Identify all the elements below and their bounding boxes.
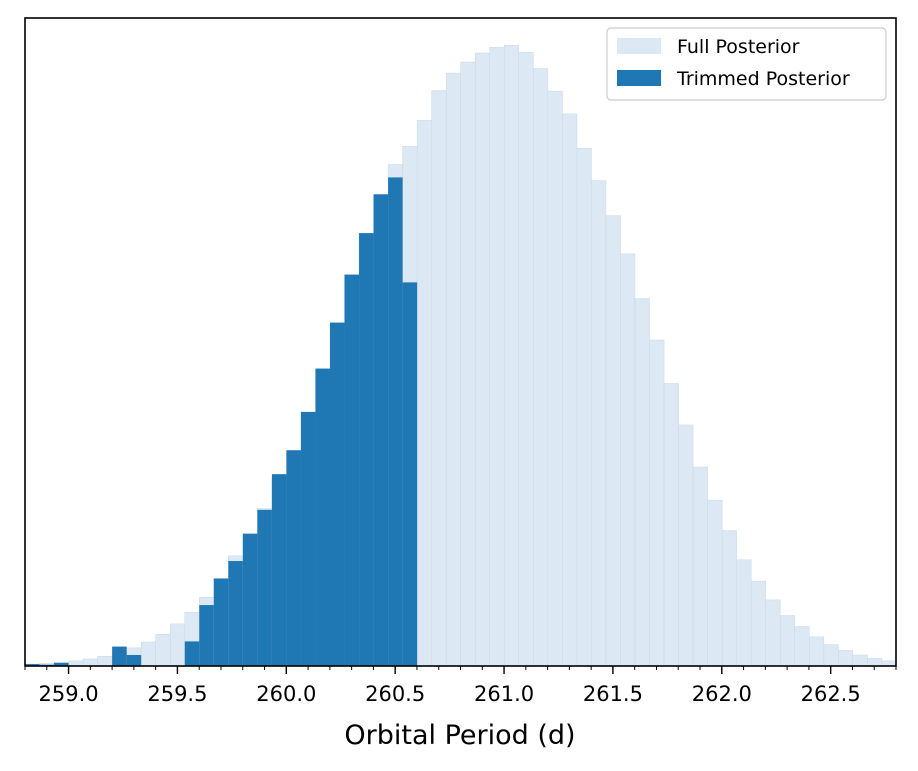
trimmed-posterior-bar <box>54 662 69 666</box>
legend-swatch-trimmed <box>617 70 661 86</box>
full-posterior-bar <box>721 530 737 667</box>
full-posterior-bar <box>663 383 679 667</box>
trimmed-posterior-bar <box>228 561 243 666</box>
trimmed-posterior-bar <box>373 194 389 666</box>
full-posterior-bar <box>605 215 621 667</box>
full-posterior-bar <box>169 623 186 667</box>
full-posterior-bar <box>445 72 461 667</box>
full-posterior-bar <box>634 298 650 667</box>
full-posterior-bar <box>794 626 810 667</box>
full-posterior-bar <box>620 253 636 667</box>
trimmed-posterior-bar <box>315 368 330 666</box>
x-tick-label: 259.0 <box>38 682 98 706</box>
trimmed-posterior-bar <box>112 646 127 666</box>
full-posterior-bar <box>736 559 752 667</box>
x-tick-label: 262.0 <box>692 682 752 706</box>
x-axis-label: Orbital Period (d) <box>344 720 575 751</box>
full-posterior-bar <box>707 499 723 667</box>
full-posterior-bar <box>678 424 694 667</box>
trimmed-posterior-bar <box>388 177 403 666</box>
full-posterior-bar <box>504 44 520 667</box>
trimmed-posterior-bar <box>257 509 272 666</box>
trimmed-posterior-bar <box>242 533 258 666</box>
x-tick-label: 259.5 <box>147 682 207 706</box>
legend-box <box>606 27 887 101</box>
full-posterior-bar <box>489 46 505 667</box>
full-posterior-bar <box>649 339 665 667</box>
trimmed-posterior-bar <box>359 233 374 666</box>
trimmed-posterior-bar <box>286 450 301 666</box>
legend: Full Posterior Trimmed Posterior <box>606 27 887 101</box>
full-posterior-bar <box>750 580 766 667</box>
trimmed-posterior-bar <box>213 578 229 666</box>
full-posterior-bar <box>852 654 868 667</box>
full-posterior-bar <box>809 636 825 667</box>
trimmed-posterior-bar <box>344 274 360 666</box>
full-posterior-bar <box>140 641 156 667</box>
trimmed-posterior-bar <box>330 322 345 666</box>
legend-swatch-full <box>617 38 661 54</box>
full-posterior-bar <box>591 180 607 667</box>
x-tick-label: 261.0 <box>474 682 534 706</box>
legend-label-trimmed: Trimmed Posterior <box>676 68 850 90</box>
full-posterior-bar <box>416 120 432 667</box>
full-posterior-bar <box>692 466 708 667</box>
full-posterior-bar <box>97 656 113 667</box>
full-posterior-bar <box>838 650 854 667</box>
trimmed-posterior-bar <box>402 282 418 666</box>
trimmed-posterior-bar <box>184 641 200 666</box>
full-posterior-bar <box>779 615 796 667</box>
full-posterior-bar <box>765 599 781 667</box>
full-posterior-bar <box>460 61 476 667</box>
trimmed-posterior-bar <box>300 411 316 666</box>
full-posterior-bar <box>547 90 563 667</box>
trimmed-posterior-bar <box>199 605 214 666</box>
x-tick-label: 260.5 <box>365 682 425 706</box>
full-posterior-bar <box>474 52 491 667</box>
full-posterior-bar <box>823 644 839 667</box>
x-tick-label: 262.5 <box>801 682 861 706</box>
full-posterior-bars <box>24 44 897 667</box>
trimmed-posterior-bar <box>271 474 287 666</box>
full-posterior-bar <box>82 658 98 667</box>
full-posterior-bar <box>518 52 534 667</box>
trimmed-posterior-bar <box>25 664 40 666</box>
trimmed-posterior-bars <box>25 177 418 666</box>
full-posterior-bar <box>867 657 883 667</box>
full-posterior-bar <box>576 148 592 667</box>
legend-label-full: Full Posterior <box>677 36 800 58</box>
full-posterior-bar <box>533 68 549 667</box>
x-axis-ticks: 259.0 259.5 260.0 260.5 261.0 261.5 262.0 262.5 <box>24 666 897 706</box>
full-posterior-bar <box>431 90 447 667</box>
full-posterior-bar <box>155 634 171 667</box>
full-posterior-bar <box>562 113 578 667</box>
trimmed-posterior-bar <box>126 654 142 666</box>
x-tick-label: 260.0 <box>256 682 316 706</box>
x-tick-label: 261.5 <box>583 682 643 706</box>
